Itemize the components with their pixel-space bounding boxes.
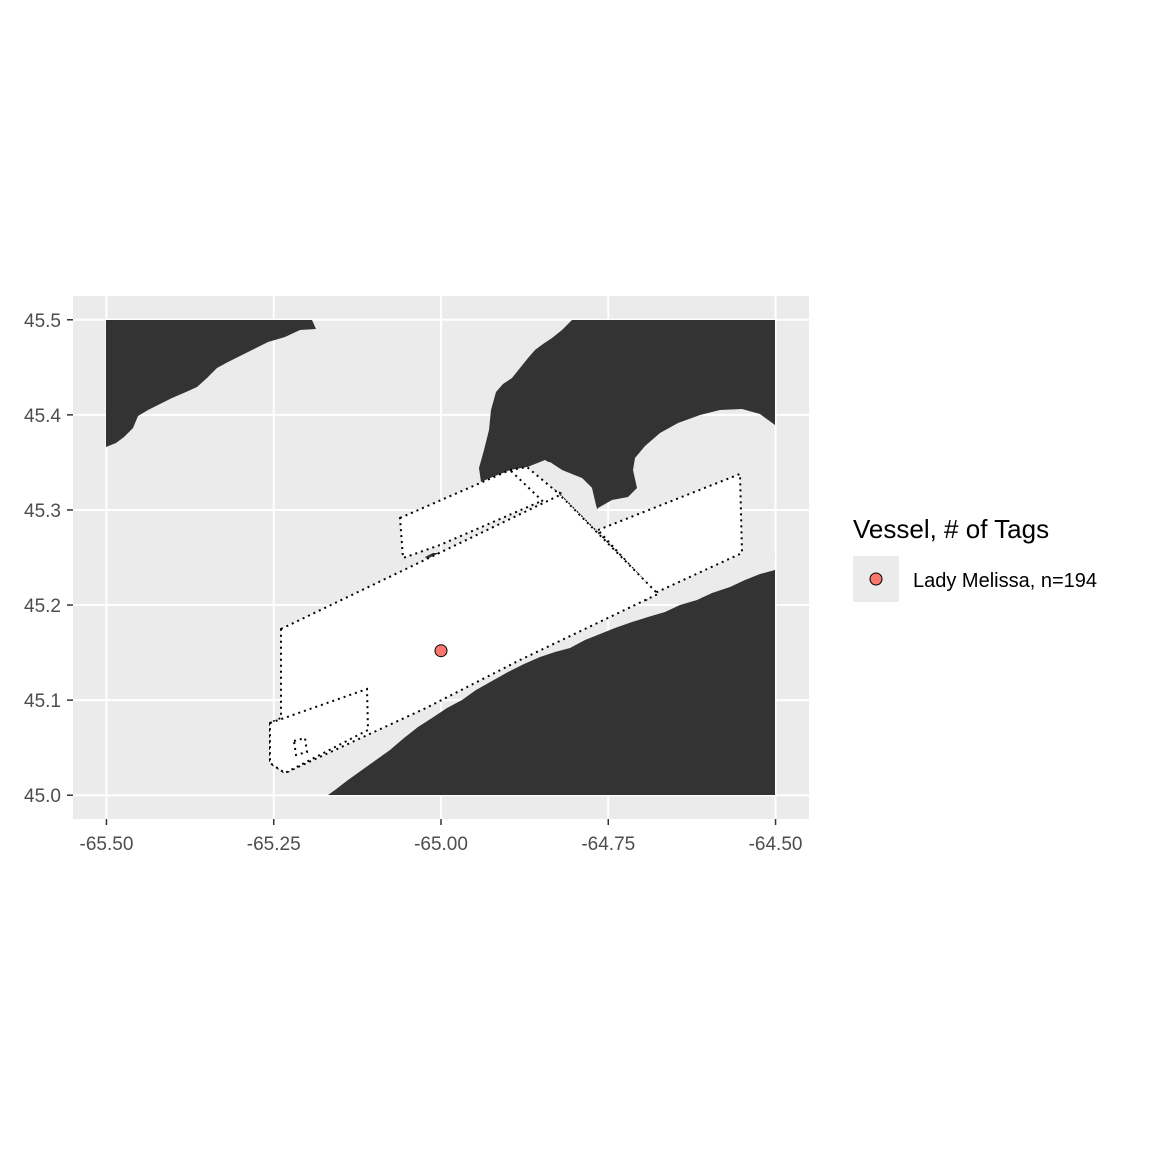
legend: Vessel, # of Tags Lady Melissa, n=194: [853, 514, 1097, 602]
survey-area-lower-left-box: [269, 687, 370, 775]
y-tick-label: 45.3: [24, 501, 61, 522]
shallow-water-south: [660, 552, 775, 603]
land-central-peninsula: [479, 320, 775, 516]
y-tick-label: 45.5: [24, 311, 61, 332]
data-point: [434, 644, 448, 658]
land-northwest-shore: [106, 320, 316, 447]
x-tick-label: -65.25: [247, 834, 301, 855]
legend-entry-label: Lady Melissa, n=194: [913, 570, 1097, 592]
survey-area-small-inner-box: [292, 736, 309, 757]
y-axis: 45.0 45.1 45.2 45.3 45.4 45.5: [24, 311, 73, 807]
y-tick-label: 45.0: [24, 786, 61, 807]
y-tick-label: 45.1: [24, 691, 61, 712]
x-axis: -65.50 -65.25 -65.00 -64.75 -64.50: [80, 819, 803, 855]
y-tick-label: 45.2: [24, 596, 61, 617]
survey-areas: [269, 465, 744, 775]
survey-area-upper-left-box: [398, 468, 563, 560]
x-tick-label: -64.50: [749, 834, 803, 855]
x-tick-label: -65.50: [80, 834, 134, 855]
plot-panel: [73, 296, 809, 819]
map-area: [106, 320, 775, 795]
data-points: [434, 644, 448, 658]
legend-title: Vessel, # of Tags: [853, 514, 1049, 544]
legend-key-point: [869, 572, 883, 586]
y-tick-label: 45.4: [24, 406, 61, 427]
x-tick-label: -65.00: [414, 834, 468, 855]
land-south-shore: [328, 570, 775, 795]
x-tick-label: -64.75: [581, 834, 635, 855]
